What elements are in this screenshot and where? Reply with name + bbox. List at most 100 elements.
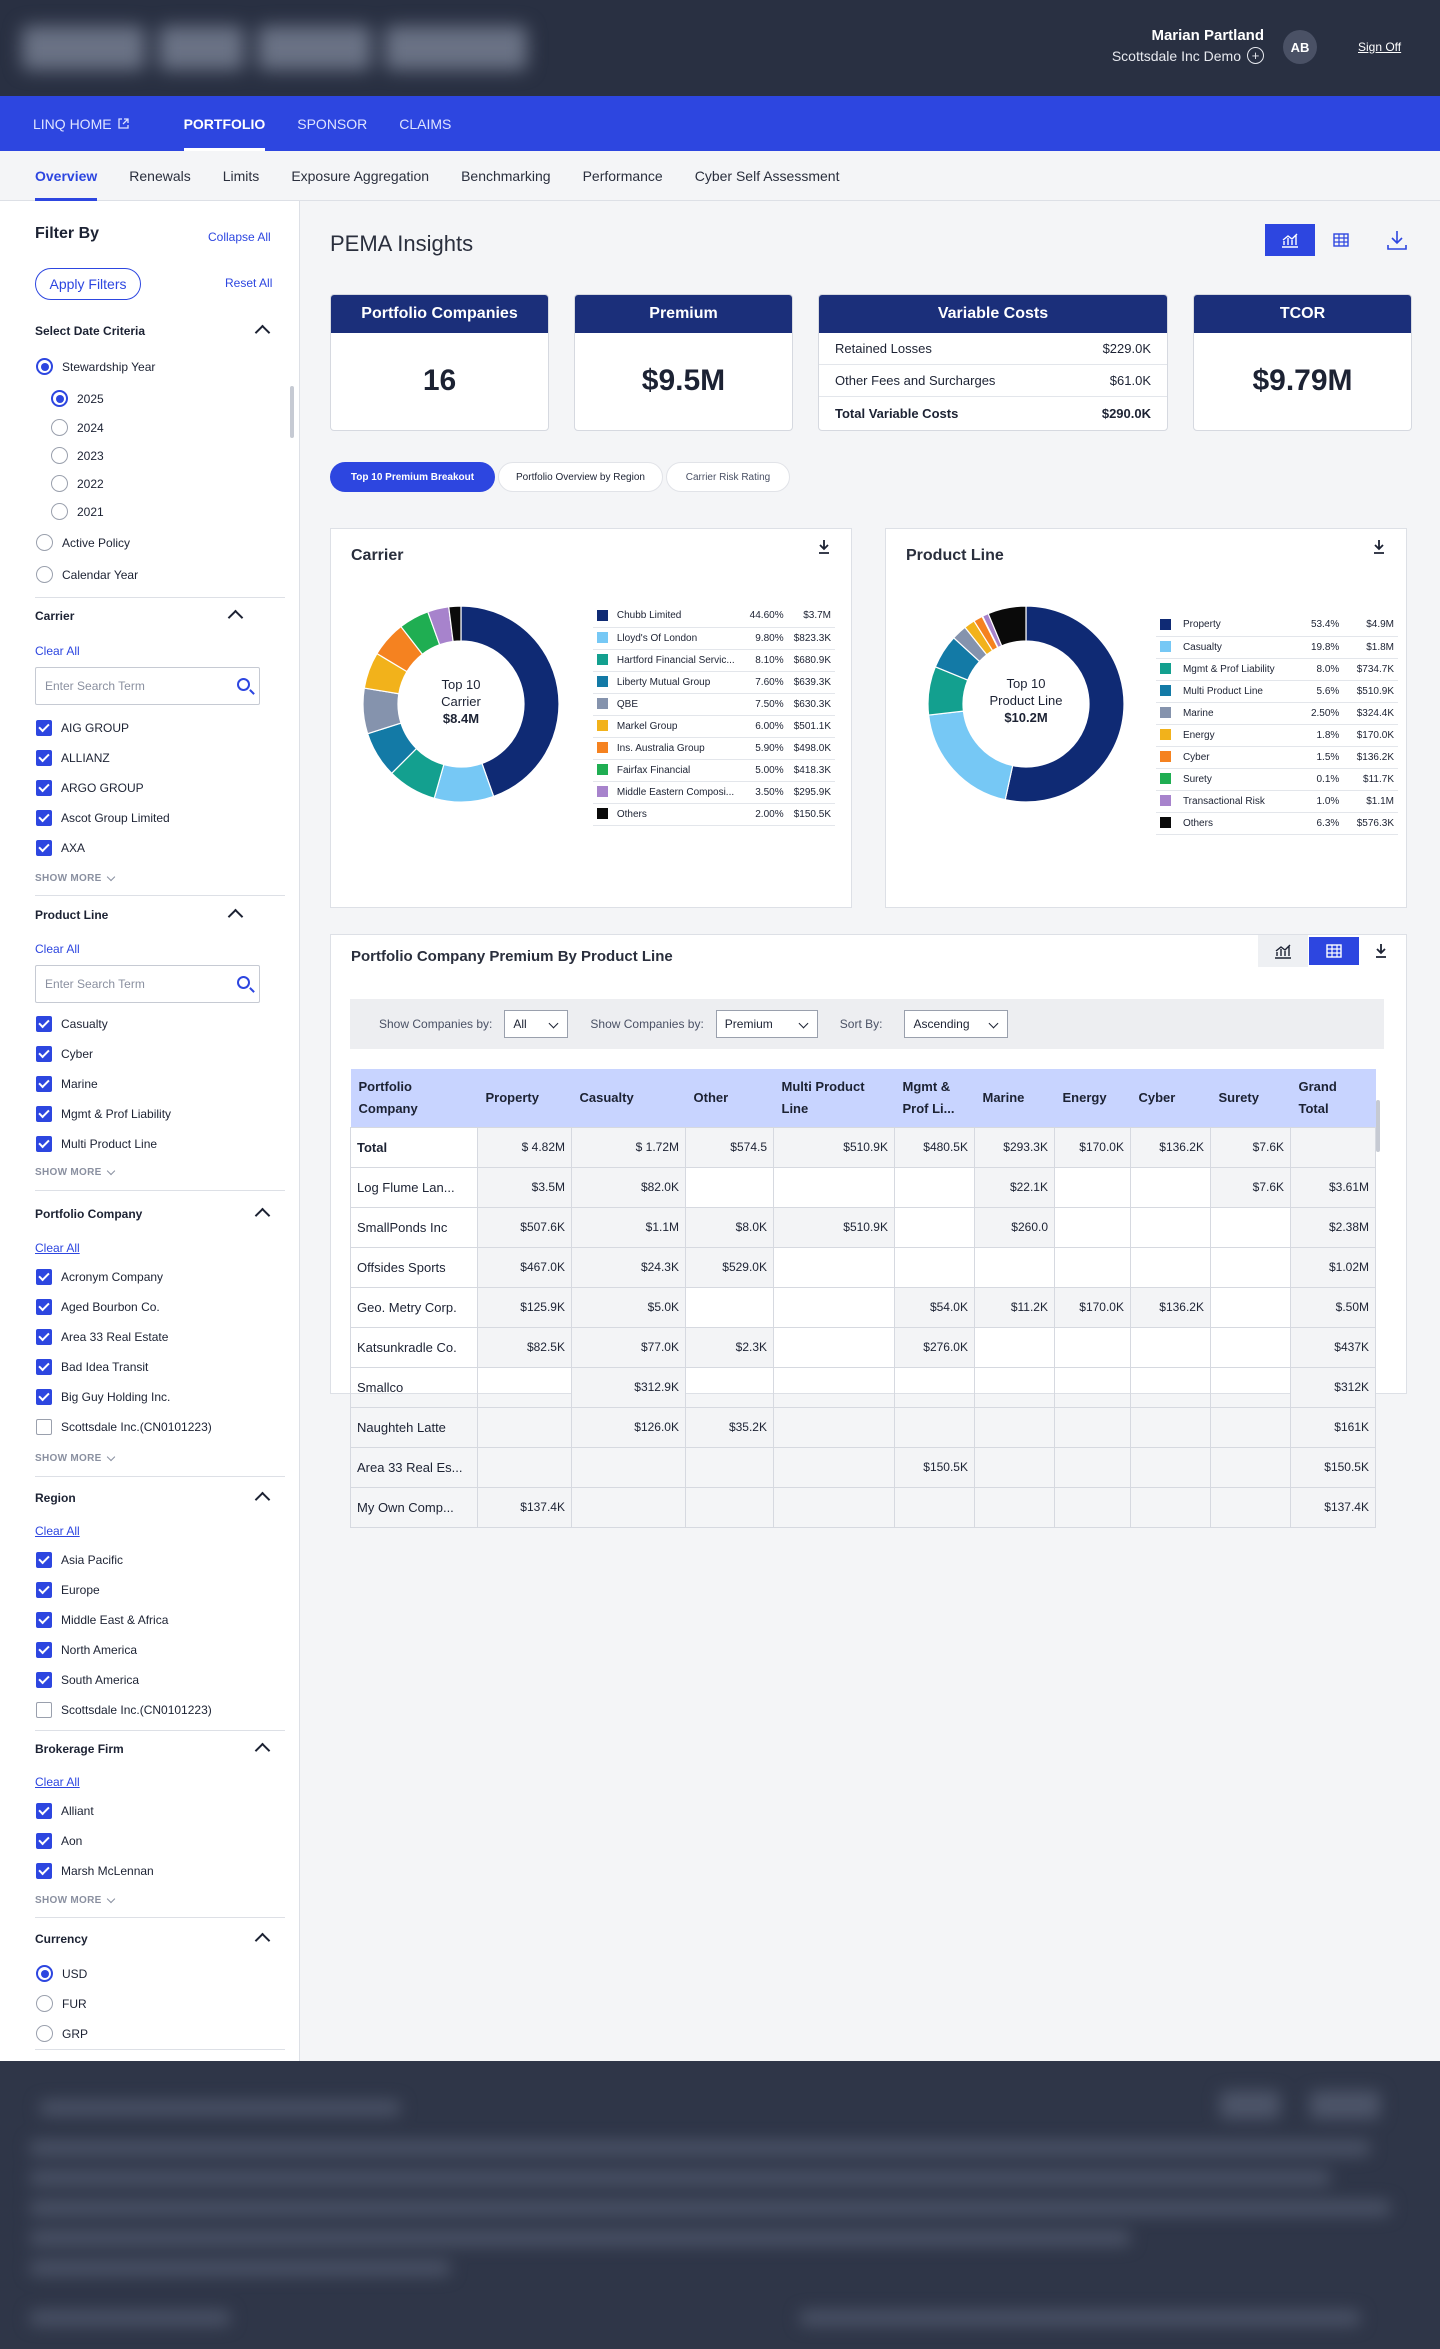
radio-year-2021[interactable]: 2021 [51, 503, 104, 520]
chevron-up-icon[interactable] [227, 908, 244, 925]
column-header[interactable]: Marine [974, 1069, 1055, 1127]
radio-button[interactable] [51, 503, 68, 520]
checkbox-carrier[interactable]: AXA [36, 840, 85, 856]
radio-button[interactable] [51, 390, 68, 407]
radio-button[interactable] [36, 1995, 53, 2012]
checkbox-region[interactable]: North America [36, 1642, 137, 1658]
sort-select[interactable]: Ascending [904, 1010, 1009, 1038]
chevron-up-icon[interactable] [227, 609, 244, 626]
column-header[interactable]: Mgmt & Prof Li... [894, 1069, 975, 1127]
metric-select[interactable]: Premium [715, 1010, 818, 1038]
table-scrollbar[interactable] [1376, 1100, 1380, 1152]
plus-circle-icon[interactable]: + [1247, 47, 1264, 64]
checkbox[interactable] [36, 1106, 52, 1122]
checkbox[interactable] [36, 750, 52, 766]
checkbox[interactable] [36, 1076, 52, 1092]
chart-view-button[interactable] [1265, 224, 1315, 256]
checkbox[interactable] [36, 1642, 52, 1658]
checkbox-region[interactable]: Asia Pacific [36, 1552, 123, 1568]
clear-all-link[interactable]: Clear All [35, 1524, 80, 1538]
checkbox-product-line[interactable]: Multi Product Line [36, 1136, 157, 1152]
checkbox-region[interactable]: Europe [36, 1582, 100, 1598]
checkbox-portfolio-company[interactable]: Scottsdale Inc.(CN0101223) [36, 1419, 212, 1435]
checkbox[interactable] [36, 810, 52, 826]
checkbox-region[interactable]: Scottsdale Inc.(CN0101223) [36, 1702, 212, 1718]
radio-year-2022[interactable]: 2022 [51, 475, 104, 492]
radio-button[interactable] [51, 419, 68, 436]
show-more-link[interactable]: SHOW MORE [35, 1452, 115, 1464]
column-header[interactable]: Surety [1210, 1069, 1291, 1127]
checkbox-product-line[interactable]: Cyber [36, 1046, 93, 1062]
chevron-up-icon[interactable] [254, 1207, 271, 1224]
download-button[interactable] [1372, 224, 1422, 256]
checkbox[interactable] [36, 1359, 52, 1375]
checkbox[interactable] [36, 1833, 52, 1849]
tab-limits[interactable]: Limits [222, 167, 260, 184]
show-more-link[interactable]: SHOW MORE [35, 1166, 115, 1178]
carrier-search-input[interactable]: Enter Search Term [35, 667, 260, 705]
clear-all-link[interactable]: Clear All [35, 644, 80, 658]
checkbox[interactable] [36, 1612, 52, 1628]
column-header[interactable]: Multi Product Line [773, 1069, 895, 1127]
companies-select[interactable]: All [504, 1010, 569, 1038]
radio-year-2025[interactable]: 2025 [51, 390, 104, 407]
chevron-up-icon[interactable] [254, 324, 271, 341]
checkbox-portfolio-company[interactable]: Big Guy Holding Inc. [36, 1389, 170, 1405]
download-icon[interactable] [1374, 943, 1388, 959]
tab-exposure-aggregation[interactable]: Exposure Aggregation [291, 167, 430, 184]
checkbox[interactable] [36, 780, 52, 796]
radio-currency[interactable]: FUR [36, 1995, 87, 2012]
checkbox[interactable] [36, 1702, 52, 1718]
table-row[interactable]: Smallco $312.9K $312K [350, 1366, 1376, 1408]
nav-portfolio[interactable]: PORTFOLIO [183, 96, 266, 151]
checkbox[interactable] [36, 1329, 52, 1345]
table-view-button[interactable] [1316, 224, 1366, 256]
checkbox[interactable] [36, 1269, 52, 1285]
checkbox[interactable] [36, 840, 52, 856]
checkbox-brokerage[interactable]: Aon [36, 1833, 82, 1849]
chevron-up-icon[interactable] [254, 1491, 271, 1508]
checkbox-carrier[interactable]: ARGO GROUP [36, 780, 144, 796]
chevron-up-icon[interactable] [254, 1742, 271, 1759]
checkbox[interactable] [36, 1582, 52, 1598]
checkbox-product-line[interactable]: Mgmt & Prof Liability [36, 1106, 171, 1122]
nav-linq-home[interactable]: LINQ HOME [33, 96, 129, 151]
search-icon[interactable] [237, 976, 250, 989]
collapse-all-link[interactable]: Collapse All [208, 230, 271, 244]
checkbox[interactable] [36, 1672, 52, 1688]
radio-button[interactable] [36, 2025, 53, 2042]
checkbox-portfolio-company[interactable]: Aged Bourbon Co. [36, 1299, 160, 1315]
radio-calendar-year[interactable]: Calendar Year [36, 566, 138, 583]
checkbox-region[interactable]: Middle East & Africa [36, 1612, 168, 1628]
table-row[interactable]: Naughteh Latte $126.0K $35.2K $161K [350, 1406, 1376, 1448]
checkbox[interactable] [36, 720, 52, 736]
column-header[interactable]: Grand Total [1290, 1069, 1376, 1127]
tab-renewals[interactable]: Renewals [129, 167, 191, 184]
radio-button[interactable] [36, 566, 53, 583]
table-view-button[interactable] [1309, 937, 1359, 965]
donut-slice[interactable] [460, 605, 560, 798]
tab-performance[interactable]: Performance [582, 167, 663, 184]
sign-off-link[interactable]: Sign Off [1358, 40, 1402, 54]
checkbox[interactable] [36, 1552, 52, 1568]
radio-button[interactable] [36, 1965, 53, 1982]
checkbox-brokerage[interactable]: Marsh McLennan [36, 1863, 154, 1879]
radio-year-2024[interactable]: 2024 [51, 419, 104, 436]
show-more-link[interactable]: SHOW MORE [35, 872, 115, 884]
table-row[interactable]: My Own Comp... $137.4K $137.4K [350, 1486, 1376, 1528]
radio-button[interactable] [51, 475, 68, 492]
clear-all-link[interactable]: Clear All [35, 942, 80, 956]
donut-slice[interactable] [987, 605, 1027, 647]
table-row[interactable]: Katsunkradle Co. $82.5K $77.0K $2.3K $276.0K… [350, 1326, 1376, 1368]
nav-sponsor[interactable]: SPONSOR [297, 115, 368, 132]
column-header[interactable]: Other [685, 1069, 774, 1127]
checkbox[interactable] [36, 1803, 52, 1819]
clear-all-link[interactable]: Clear All [35, 1241, 80, 1255]
column-header[interactable]: Portfolio Company [350, 1069, 478, 1127]
checkbox-portfolio-company[interactable]: Area 33 Real Estate [36, 1329, 168, 1345]
nav-claims[interactable]: CLAIMS [399, 115, 452, 132]
checkbox-carrier[interactable]: ALLIANZ [36, 750, 110, 766]
radio-active-policy[interactable]: Active Policy [36, 534, 130, 551]
column-header[interactable]: Casualty [571, 1069, 686, 1127]
reset-all-link[interactable]: Reset All [225, 276, 273, 290]
